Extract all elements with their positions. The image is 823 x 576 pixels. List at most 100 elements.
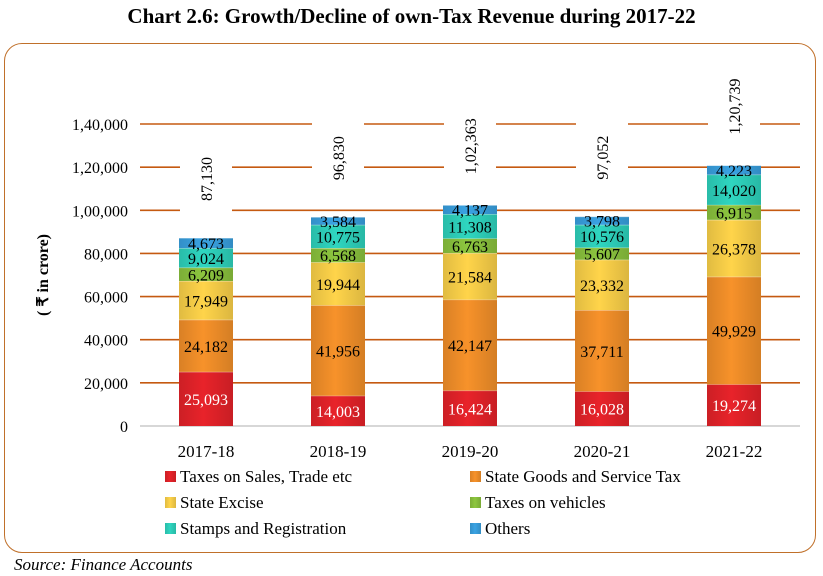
bar-segment bbox=[179, 280, 233, 320]
total-label: 1,02,363 bbox=[463, 118, 480, 174]
data-label: 42,147 bbox=[448, 338, 492, 355]
bar-segment bbox=[707, 276, 761, 385]
data-label: 10,576 bbox=[580, 229, 624, 246]
data-label: 49,929 bbox=[712, 324, 756, 341]
data-label: 4,223 bbox=[716, 163, 752, 180]
bar-segment bbox=[311, 224, 365, 249]
bar-segment bbox=[311, 305, 365, 396]
data-label: 14,020 bbox=[712, 183, 756, 200]
data-label: 9,024 bbox=[188, 251, 224, 268]
legend-swatch bbox=[470, 497, 481, 508]
data-label: 25,093 bbox=[184, 392, 228, 409]
data-label: 16,424 bbox=[448, 401, 492, 418]
data-label: 24,182 bbox=[184, 339, 228, 356]
data-label: 10,775 bbox=[316, 229, 360, 246]
bar-segment bbox=[575, 259, 629, 311]
x-tick-label: 2017-18 bbox=[178, 442, 235, 461]
bar-segment bbox=[311, 262, 365, 306]
data-label: 5,607 bbox=[584, 247, 620, 264]
legend-label: Taxes on Sales, Trade etc bbox=[180, 467, 353, 486]
data-label: 6,915 bbox=[716, 205, 752, 222]
bar-segment bbox=[443, 390, 497, 426]
bar-segment bbox=[179, 371, 233, 426]
total-label-box bbox=[576, 116, 628, 199]
data-label: 26,378 bbox=[712, 241, 756, 258]
total-label-box bbox=[180, 138, 232, 221]
data-label: 23,332 bbox=[580, 278, 624, 295]
y-tick-label: 1,40,000 bbox=[72, 117, 128, 134]
y-tick-label: 1,00,000 bbox=[72, 203, 128, 220]
bar-segment bbox=[575, 247, 629, 260]
data-label: 14,003 bbox=[316, 404, 360, 421]
data-label: 17,949 bbox=[184, 293, 228, 310]
y-tick-label: 40,000 bbox=[84, 333, 128, 350]
bar-segment bbox=[575, 216, 629, 225]
data-label: 6,209 bbox=[188, 267, 224, 284]
data-label: 21,584 bbox=[448, 269, 492, 286]
stacked-bar-chart: 0 20,000 40,000 60,000 80,000 1,00,000 1,20,00… bbox=[35, 65, 800, 538]
data-label: 37,711 bbox=[580, 344, 623, 361]
x-tick-label: 2019-20 bbox=[442, 442, 499, 461]
bar-segment bbox=[179, 319, 233, 372]
total-label: 87,130 bbox=[199, 157, 216, 201]
chart-frame bbox=[4, 43, 816, 553]
bar-segment bbox=[311, 217, 365, 225]
data-label: 16,028 bbox=[580, 402, 624, 419]
y-tick-label: 80,000 bbox=[84, 246, 128, 263]
bar-segment bbox=[707, 174, 761, 205]
total-label: 1,20,739 bbox=[727, 79, 744, 135]
legend-label: Taxes on vehicles bbox=[485, 493, 606, 512]
bar-segment bbox=[575, 224, 629, 248]
x-tick-label: 2020-21 bbox=[574, 442, 631, 461]
bar-segment bbox=[707, 204, 761, 220]
bar-segment bbox=[443, 214, 497, 239]
total-label: 96,830 bbox=[331, 136, 348, 180]
total-label-box bbox=[708, 65, 760, 148]
data-label: 19,274 bbox=[712, 398, 756, 415]
total-label-box bbox=[444, 105, 496, 188]
data-label: 4,673 bbox=[188, 236, 224, 253]
data-label: 11,308 bbox=[448, 219, 491, 236]
source-note: Source: Finance Accounts bbox=[14, 555, 193, 574]
bar-segment bbox=[443, 253, 497, 300]
y-tick-label: 1,20,000 bbox=[72, 160, 128, 177]
legend-label: Stamps and Registration bbox=[180, 519, 347, 538]
bar-segment bbox=[443, 299, 497, 391]
legend-swatch bbox=[165, 523, 176, 534]
data-label: 19,944 bbox=[316, 277, 360, 294]
bar-segment bbox=[575, 310, 629, 392]
bar-segment bbox=[707, 219, 761, 277]
x-tick-label: 2018-19 bbox=[310, 442, 367, 461]
total-label-box bbox=[312, 117, 364, 200]
legend-label: State Goods and Service Tax bbox=[485, 467, 681, 486]
y-tick-label: 20,000 bbox=[84, 376, 128, 393]
data-label: 3,798 bbox=[584, 214, 620, 231]
legend-swatch bbox=[165, 497, 176, 508]
legend-swatch bbox=[470, 471, 481, 482]
total-label: 97,052 bbox=[595, 136, 612, 180]
bar-segment bbox=[575, 391, 629, 426]
bar-segment bbox=[311, 395, 365, 426]
y-tick-label: 0 bbox=[120, 419, 128, 436]
bar-segment bbox=[707, 165, 761, 175]
data-label: 6,568 bbox=[320, 248, 356, 265]
legend-swatch bbox=[470, 523, 481, 534]
y-axis-title: ( ₹ in crore) bbox=[35, 234, 52, 316]
legend-label: Others bbox=[485, 519, 530, 538]
bar-segment bbox=[179, 267, 233, 281]
chart-title: Chart 2.6: Growth/Decline of own-Tax Rev… bbox=[127, 4, 696, 28]
data-label: 4,137 bbox=[452, 203, 488, 220]
data-label: 6,763 bbox=[452, 239, 488, 256]
x-tick-label: 2021-22 bbox=[706, 442, 763, 461]
legend-swatch bbox=[165, 471, 176, 482]
bar-segment bbox=[311, 248, 365, 263]
bar-segment bbox=[179, 238, 233, 249]
bar-segment bbox=[707, 384, 761, 426]
data-label: 3,584 bbox=[320, 214, 356, 231]
y-tick-label: 60,000 bbox=[84, 290, 128, 307]
bar-segment bbox=[179, 248, 233, 268]
bar-segment bbox=[443, 238, 497, 254]
legend-label: State Excise bbox=[180, 493, 264, 512]
bar-segment bbox=[443, 205, 497, 215]
data-label: 41,956 bbox=[316, 344, 360, 361]
